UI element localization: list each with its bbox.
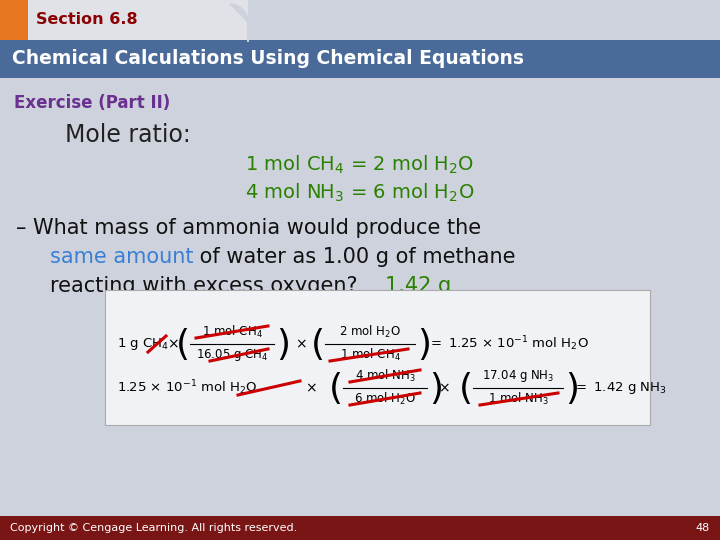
Text: $($: $($ xyxy=(328,370,341,406)
Text: 17.04 g NH$_3$: 17.04 g NH$_3$ xyxy=(482,368,554,384)
Text: Mole ratio:: Mole ratio: xyxy=(65,123,191,147)
Text: 2 mol H$_2$O: 2 mol H$_2$O xyxy=(339,324,401,340)
Text: $)$: $)$ xyxy=(564,370,577,406)
Bar xyxy=(105,290,650,425)
Text: $)$: $)$ xyxy=(428,370,441,406)
Text: 1 mol CH$_4$ = 2 mol H$_2$O: 1 mol CH$_4$ = 2 mol H$_2$O xyxy=(246,154,474,176)
Text: $)$: $)$ xyxy=(417,326,429,362)
Text: 1.42 g: 1.42 g xyxy=(385,276,451,296)
Text: Exercise (Part II): Exercise (Part II) xyxy=(14,94,170,112)
Text: 16.05 g CH$_4$: 16.05 g CH$_4$ xyxy=(196,347,269,363)
Text: of water as 1.00 g of methane: of water as 1.00 g of methane xyxy=(193,247,516,267)
Text: 1 mol CH$_4$: 1 mol CH$_4$ xyxy=(202,324,262,340)
Text: – What mass of ammonia would produce the: – What mass of ammonia would produce the xyxy=(16,218,481,238)
Text: $=$ 1.25 $\times$ 10$^{-1}$ mol H$_2$O: $=$ 1.25 $\times$ 10$^{-1}$ mol H$_2$O xyxy=(428,335,589,353)
Bar xyxy=(28,0,248,40)
Text: $\times$: $\times$ xyxy=(305,381,317,395)
Text: $\times$: $\times$ xyxy=(295,337,307,351)
Bar xyxy=(0,516,720,540)
Text: 1 mol NH$_3$: 1 mol NH$_3$ xyxy=(487,391,549,407)
Text: 6 mol H$_2$O: 6 mol H$_2$O xyxy=(354,391,416,407)
Text: 1.25 $\times$ 10$^{-1}$ mol H$_2$O: 1.25 $\times$ 10$^{-1}$ mol H$_2$O xyxy=(117,379,258,397)
Text: $\times$: $\times$ xyxy=(438,381,450,395)
Text: Chemical Calculations Using Chemical Equations: Chemical Calculations Using Chemical Equ… xyxy=(12,50,524,69)
Text: $=$ 1.42 g NH$_3$: $=$ 1.42 g NH$_3$ xyxy=(573,380,667,396)
Text: $($: $($ xyxy=(176,326,189,362)
Text: same amount: same amount xyxy=(50,247,194,267)
Text: 1 g CH$_4$: 1 g CH$_4$ xyxy=(117,336,169,352)
Text: 4 mol NH$_3$ = 6 mol H$_2$O: 4 mol NH$_3$ = 6 mol H$_2$O xyxy=(246,182,474,204)
Text: $\times$: $\times$ xyxy=(167,337,179,351)
Text: 1 mol CH$_4$: 1 mol CH$_4$ xyxy=(340,347,400,363)
Bar xyxy=(0,40,720,78)
Text: $($: $($ xyxy=(459,370,472,406)
Text: Section 6.8: Section 6.8 xyxy=(36,12,138,28)
Bar xyxy=(0,0,28,40)
Text: 4 mol NH$_3$: 4 mol NH$_3$ xyxy=(355,368,415,384)
Text: $)$: $)$ xyxy=(276,326,289,362)
Text: Copyright © Cengage Learning. All rights reserved.: Copyright © Cengage Learning. All rights… xyxy=(10,523,297,533)
Text: 48: 48 xyxy=(696,523,710,533)
Polygon shape xyxy=(230,4,248,42)
Text: $($: $($ xyxy=(310,326,323,362)
Text: reacting with excess oxygen?: reacting with excess oxygen? xyxy=(50,276,358,296)
